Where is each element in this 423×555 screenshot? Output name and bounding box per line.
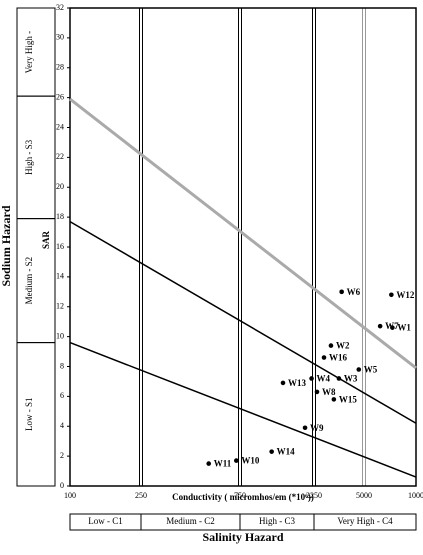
y-tick-label: 8 xyxy=(60,361,64,370)
y-tick-label: 24 xyxy=(56,122,64,131)
y-tick-label: 30 xyxy=(56,33,64,42)
sample-point xyxy=(321,355,327,360)
salinity-class-label: Very High - C4 xyxy=(337,516,393,526)
sample-point xyxy=(389,292,394,298)
point-label: W12 xyxy=(396,290,415,300)
sample-point xyxy=(377,323,383,329)
point-label: W9 xyxy=(310,423,324,433)
y-tick-label: 14 xyxy=(56,272,64,281)
sample-point xyxy=(302,425,308,431)
point-label: W2 xyxy=(336,341,350,351)
sodium-class-label: High - S3 xyxy=(24,139,34,175)
point-label: W7 xyxy=(385,321,399,331)
sodium-class-label: Medium - S2 xyxy=(24,257,34,305)
sample-point xyxy=(331,397,337,402)
x-tick-label: 100 xyxy=(64,491,76,500)
hazard-boundary xyxy=(69,220,417,424)
point-label: W15 xyxy=(339,394,358,404)
y-tick-label: 18 xyxy=(56,212,64,221)
point-label: W10 xyxy=(241,456,260,466)
bottom-title: Salinity Hazard xyxy=(202,530,283,544)
point-label: W4 xyxy=(317,374,331,384)
y-tick-label: 10 xyxy=(56,331,64,340)
x-axis-label: Conductivity ( micromhos/em (*10⁶)) xyxy=(172,492,314,502)
y-tick-label: 0 xyxy=(60,481,64,490)
sample-point xyxy=(280,380,286,386)
sample-point xyxy=(339,289,344,295)
sample-point xyxy=(390,325,395,330)
x-tick-label: 5000 xyxy=(356,491,372,500)
x-tick-label: 2250 xyxy=(306,491,322,500)
point-label: W8 xyxy=(322,387,336,397)
sample-point xyxy=(356,367,362,372)
point-label: W3 xyxy=(344,374,358,384)
y-tick-label: 26 xyxy=(56,92,64,101)
y-tick-label: 6 xyxy=(60,391,64,400)
salinity-class-box xyxy=(313,513,417,531)
sodium-class-label: Low - S1 xyxy=(24,398,34,432)
point-label: W11 xyxy=(214,459,232,469)
salinity-class-label: High - C3 xyxy=(259,516,296,526)
y-axis-label: SAR xyxy=(41,231,51,250)
plot-frame xyxy=(69,7,417,487)
x-tick-label: 750 xyxy=(234,491,246,500)
left-title: Sodium Hazard xyxy=(0,205,13,286)
point-label: W5 xyxy=(364,365,378,375)
sodium-class-box xyxy=(16,342,56,487)
sodium-class-box xyxy=(16,7,56,97)
y-tick-label: 22 xyxy=(56,152,64,161)
hazard-boundary xyxy=(69,97,417,370)
point-label: W6 xyxy=(347,287,361,297)
sample-point xyxy=(314,389,320,395)
y-tick-label: 4 xyxy=(60,421,64,430)
sample-point xyxy=(234,458,239,463)
y-tick-label: 2 xyxy=(60,451,64,460)
x-tick-label: 250 xyxy=(135,491,147,500)
sample-point xyxy=(336,376,342,381)
sample-point xyxy=(269,449,274,454)
sample-point xyxy=(309,376,314,381)
y-tick-label: 20 xyxy=(56,182,64,191)
point-label: W1 xyxy=(397,323,411,333)
salinity-class-label: Low - C1 xyxy=(88,516,123,526)
y-tick-label: 12 xyxy=(56,302,64,311)
y-tick-label: 28 xyxy=(56,63,64,72)
point-label: W16 xyxy=(329,353,348,363)
hazard-boundary xyxy=(69,341,417,478)
y-tick-label: 16 xyxy=(56,242,64,251)
salinity-class-label: Medium - C2 xyxy=(166,516,215,526)
point-label: W13 xyxy=(288,378,307,388)
sodium-class-box xyxy=(16,95,56,220)
point-label: W14 xyxy=(277,447,296,457)
sample-point xyxy=(328,343,334,348)
sodium-class-label: Very High - xyxy=(24,31,34,74)
y-tick-label: 32 xyxy=(56,3,64,12)
sample-point xyxy=(206,461,212,466)
x-tick-label: 1000 xyxy=(408,491,423,500)
